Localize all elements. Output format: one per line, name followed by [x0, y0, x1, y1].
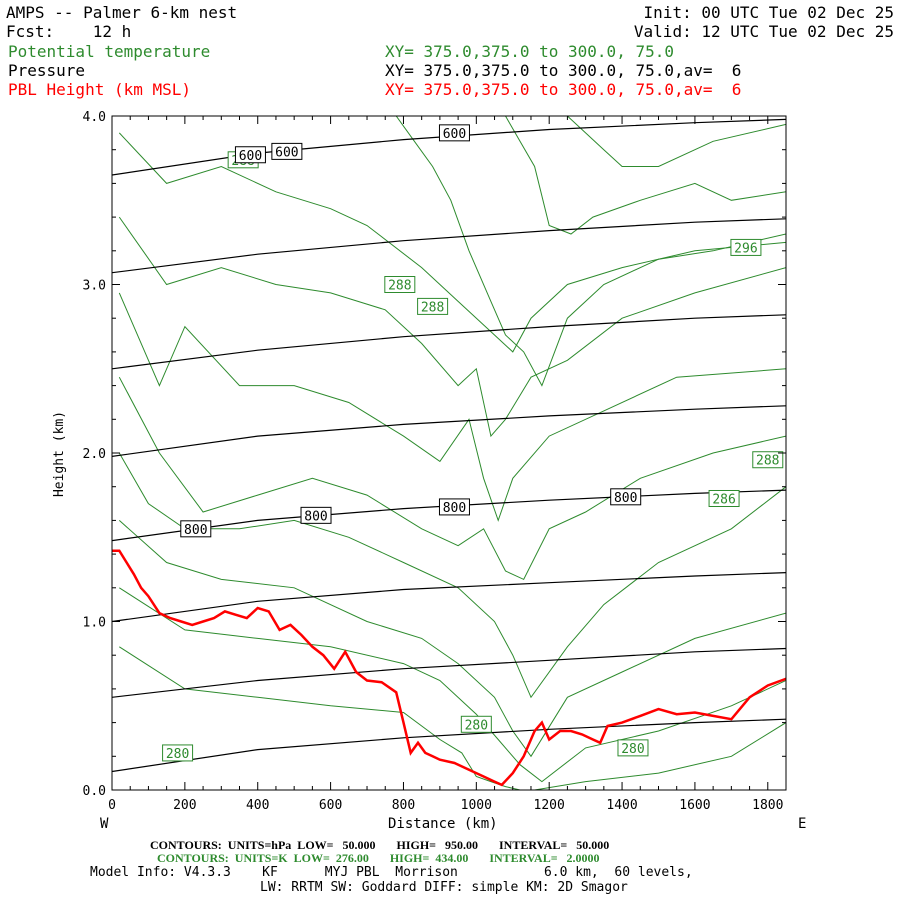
theta-label-box-2: [417, 297, 449, 315]
pressure-line-2: [112, 314, 786, 370]
model-info-1: Model Info: V4.3.3 KF MYJ PBL Morrison 6…: [90, 865, 693, 880]
field-name-pbl: PBL Height (km MSL): [8, 80, 192, 99]
pbl-height-line: [112, 549, 786, 787]
theta-contours: [118, 116, 786, 790]
theta-label-box-3: [730, 238, 762, 256]
theta-label-box-1: [384, 276, 416, 293]
x-tick-label-9: 1800: [752, 798, 783, 813]
x-tick-label-0: 0: [108, 798, 116, 813]
pressure-contour-info: CONTOURS: UNITS=hPa LOW= 50.000 HIGH= 95…: [150, 838, 610, 852]
pressure-line-7: [112, 718, 786, 773]
theta-label-2: 288: [421, 300, 444, 315]
y-tick-label-4: 4.0: [83, 110, 106, 125]
x-tick-label-2: 400: [246, 798, 269, 813]
pressure-label-box-5: [438, 498, 470, 516]
theta-label-box-8: [162, 744, 194, 762]
theta-line-0: [119, 646, 786, 790]
y-tick-label-0: 0.0: [83, 784, 106, 799]
y-axis-label: Height (km): [52, 410, 67, 498]
theta-label-box-6: [460, 715, 492, 733]
theta-line-2: [118, 520, 786, 758]
theta-contour-info: CONTOURS: UNITS=K LOW= 276.00 HIGH= 434.…: [157, 851, 600, 865]
x-tick-label-8: 1600: [679, 798, 710, 813]
theta-label-6: 280: [465, 718, 488, 733]
axes: 0 200 400 600 800 1000 1200 1400 1600 1800 0.0 1.0 2…: [83, 110, 786, 813]
pressure-label-3: 800: [184, 523, 207, 538]
theta-label-box-5: [708, 489, 740, 507]
x-tick-label-7: 1400: [606, 798, 637, 813]
theta-line-6: [118, 216, 786, 438]
pressure-line-5: [112, 572, 786, 623]
valid-time: Valid: 12 UTC Tue 02 Dec 25: [633, 22, 894, 41]
x-tick-label-6: 1200: [534, 798, 565, 813]
theta-label-1: 288: [388, 279, 411, 294]
pbl-height-series: [112, 549, 786, 787]
field-name-theta: Potential temperature: [8, 42, 211, 61]
pressure-label-5: 800: [443, 501, 466, 516]
theta-label-box-7: [617, 739, 649, 757]
theta-label-5: 286: [712, 492, 735, 507]
pressure-label-6: 800: [614, 491, 637, 506]
field-xy-pressure: XY= 375.0,375.0 to 300.0, 75.0,av= 6: [385, 61, 742, 80]
pressure-label-1: 600: [275, 145, 298, 160]
pressure-line-1: [112, 218, 786, 274]
x-axis-label: Distance (km): [388, 816, 498, 832]
x-tick-label-4: 800: [392, 798, 415, 813]
field-xy-theta: XY= 375.0,375.0 to 300.0, 75.0: [385, 42, 674, 61]
pressure-contours: [112, 118, 786, 773]
pressure-label-box-2: [438, 124, 470, 142]
init-time: Init: 00 UTC Tue 02 Dec 25: [643, 3, 894, 22]
pressure-label-box-1: [271, 142, 303, 160]
pressure-label-4: 800: [304, 509, 327, 524]
theta-label-3: 296: [734, 241, 757, 256]
theta-line-9: [505, 116, 786, 235]
pressure-line-6: [112, 647, 786, 698]
pressure-label-2: 600: [443, 127, 466, 142]
field-name-pressure: Pressure: [8, 61, 86, 80]
pressure-label-box-3: [180, 520, 212, 538]
x-tick-label-3: 600: [319, 798, 342, 813]
theta-line-3: [118, 452, 786, 699]
model-info-2: LW: RRTM SW: Goddard DIFF: simple KM: 2D…: [260, 880, 628, 895]
x-axis-east: E: [798, 816, 807, 832]
theta-label-box-4: [752, 451, 784, 469]
theta-line-7: [118, 132, 786, 353]
x-tick-label-5: 1000: [461, 798, 492, 813]
x-tick-label-1: 200: [173, 798, 196, 813]
pressure-label-box-6: [610, 488, 642, 506]
pressure-label-box-4: [300, 506, 332, 524]
field-xy-pbl: XY= 375.0,375.0 to 300.0, 75.0,av= 6: [385, 80, 742, 99]
forecast-hour: Fcst: 12 h: [6, 22, 132, 41]
y-tick-label-3: 3.0: [83, 279, 106, 294]
pressure-label-0: 600: [239, 149, 262, 164]
title: AMPS -- Palmer 6-km nest: [6, 3, 238, 22]
theta-label-8: 280: [166, 747, 189, 762]
theta-label-7: 280: [621, 742, 644, 757]
y-tick-label-2: 2.0: [83, 447, 106, 462]
theta-line-10: [567, 116, 786, 167]
x-axis-west: W: [100, 816, 109, 832]
theta-line-8: [395, 116, 786, 387]
theta-line-4: [118, 376, 786, 581]
y-tick-label-1: 1.0: [83, 616, 106, 631]
pressure-label-box-0: [234, 146, 266, 164]
contour-labels: 2882882882962882862802802806006006008008…: [162, 124, 784, 762]
theta-label-4: 288: [756, 454, 779, 469]
theta-line-5: [118, 292, 786, 522]
pressure-line-3: [112, 405, 786, 457]
